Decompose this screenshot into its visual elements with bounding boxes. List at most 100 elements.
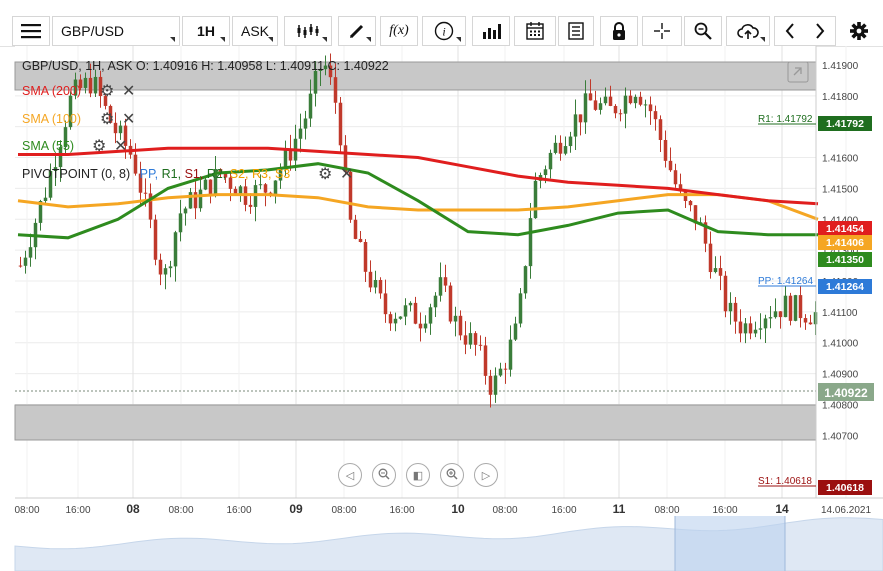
sma55-legend[interactable]: SMA (55)	[22, 139, 75, 153]
chevron-left-icon[interactable]	[784, 22, 796, 40]
symbol-selector[interactable]: GBP/USD	[52, 16, 180, 46]
sma100-settings-gear-icon[interactable]: ⚙	[100, 111, 115, 128]
candle-body	[518, 293, 523, 324]
crosshair-button[interactable]	[642, 16, 682, 46]
candle-body	[303, 118, 308, 129]
zoom-in-button[interactable]	[440, 463, 464, 487]
candle-body	[228, 177, 233, 189]
candle-body	[748, 323, 753, 334]
pivot-legend[interactable]: PIVOTPOINT (0, 8) PP, R1, S1, R2, S2, R3…	[22, 167, 290, 181]
candle-body	[408, 302, 413, 306]
candle-body	[273, 180, 278, 195]
settings-button[interactable]	[840, 16, 878, 46]
price-chart[interactable]: 1.420001.419001.418001.417001.416001.415…	[0, 46, 883, 571]
time-tick-label: 16:00	[551, 505, 576, 516]
candle-body	[513, 323, 518, 340]
chevron-right-icon[interactable]	[814, 22, 826, 40]
candle-body	[173, 232, 178, 267]
scroll-left-button[interactable]: ◁	[338, 463, 362, 487]
indicators-button[interactable]: f(x)	[380, 16, 418, 46]
candle-body	[18, 265, 23, 267]
candle-body	[38, 201, 43, 223]
chevron-down-icon	[456, 37, 461, 42]
fit-button[interactable]: ◧	[406, 463, 430, 487]
sma100-tag-value: 1.41406	[826, 237, 864, 249]
zoom-button[interactable]	[684, 16, 722, 46]
sma55-settings-gear-icon[interactable]: ⚙	[92, 138, 107, 155]
price-side-selector[interactable]: ASK	[232, 16, 278, 46]
candle-body	[93, 76, 98, 94]
candle-body	[433, 295, 438, 308]
price-tick-label: 1.41600	[822, 154, 859, 165]
time-tick-label: 08	[126, 502, 140, 516]
sma200-tag-value: 1.41454	[826, 223, 864, 235]
candle-body	[233, 188, 238, 196]
info-button[interactable]: i	[422, 16, 466, 46]
time-tick-label: 08:00	[14, 505, 39, 516]
candle-body	[648, 104, 653, 112]
candle-body	[348, 171, 353, 220]
candle-body	[393, 318, 398, 324]
price-tick-label: 1.41500	[822, 184, 859, 195]
candle-body	[703, 222, 708, 244]
candle-body	[418, 323, 423, 329]
chart-type-button[interactable]	[284, 16, 332, 46]
candle-body	[793, 295, 798, 321]
candle-body	[198, 189, 203, 209]
candle-body	[48, 170, 53, 198]
cloud-upload-button[interactable]	[726, 16, 770, 46]
lock-button[interactable]	[600, 16, 638, 46]
time-axis: 08:00 16:00 08 08:00 16:00 09 08:00 16:00 10 08:0…	[14, 502, 871, 516]
news-button[interactable]	[558, 16, 594, 46]
expand-icon[interactable]	[787, 61, 809, 83]
sma200-tag	[818, 221, 872, 236]
timeframe-selector[interactable]: 1H	[182, 16, 230, 46]
sma55-close-icon[interactable]: ✕	[114, 138, 128, 155]
triangle-right-icon: ▷	[481, 469, 491, 482]
candle-body	[743, 323, 748, 334]
crosshair-icon	[652, 21, 672, 41]
scroll-right-button[interactable]: ▷	[474, 463, 498, 487]
candle-body	[123, 125, 128, 146]
candle-body	[138, 173, 143, 193]
drawing-tools-button[interactable]	[338, 16, 376, 46]
candle-body	[558, 142, 563, 154]
last-price-tag	[818, 383, 874, 401]
candle-body	[788, 295, 793, 321]
navigator-window[interactable]	[675, 516, 785, 571]
time-tick-label: 16:00	[226, 505, 251, 516]
menu-button[interactable]	[12, 16, 50, 46]
bar-chart-button[interactable]	[472, 16, 510, 46]
candle-body	[178, 213, 183, 233]
time-tick-label: 09	[289, 502, 303, 516]
time-tick-label: 08:00	[331, 505, 356, 516]
symbol-label: GBP/USD	[61, 23, 125, 39]
sma100-close-icon[interactable]: ✕	[122, 111, 136, 128]
candle-body	[423, 323, 428, 329]
candle-body	[533, 180, 538, 219]
pivot-title: PIVOTPOINT (0, 8)	[22, 167, 131, 181]
pivot-close-icon[interactable]: ✕	[340, 166, 354, 183]
candle-body	[628, 95, 633, 104]
candle-body	[383, 293, 388, 315]
sma200-legend[interactable]: SMA (200)	[22, 84, 82, 98]
candle-body	[398, 316, 403, 319]
sma200-settings-gear-icon[interactable]: ⚙	[100, 83, 115, 100]
calendar-button[interactable]	[514, 16, 556, 46]
sma200-close-icon[interactable]: ✕	[122, 83, 136, 100]
pivot-s1: S1,	[184, 167, 204, 181]
zoom-out-button[interactable]	[372, 463, 396, 487]
pivot-pp: PP,	[139, 167, 159, 181]
zoom-out-icon	[378, 468, 390, 483]
s1-label: S1: 1.40618	[758, 476, 812, 487]
candle-body	[573, 114, 578, 137]
sma55-line	[17, 162, 818, 240]
sma100-legend[interactable]: SMA (100)	[22, 112, 82, 126]
pan-buttons	[774, 16, 836, 46]
candle-body	[388, 314, 393, 324]
candle-body	[338, 102, 343, 146]
function-label: f(x)	[389, 23, 409, 38]
candle-body	[663, 139, 668, 161]
candle-body	[88, 77, 93, 94]
pivot-settings-gear-icon[interactable]: ⚙	[318, 166, 333, 183]
